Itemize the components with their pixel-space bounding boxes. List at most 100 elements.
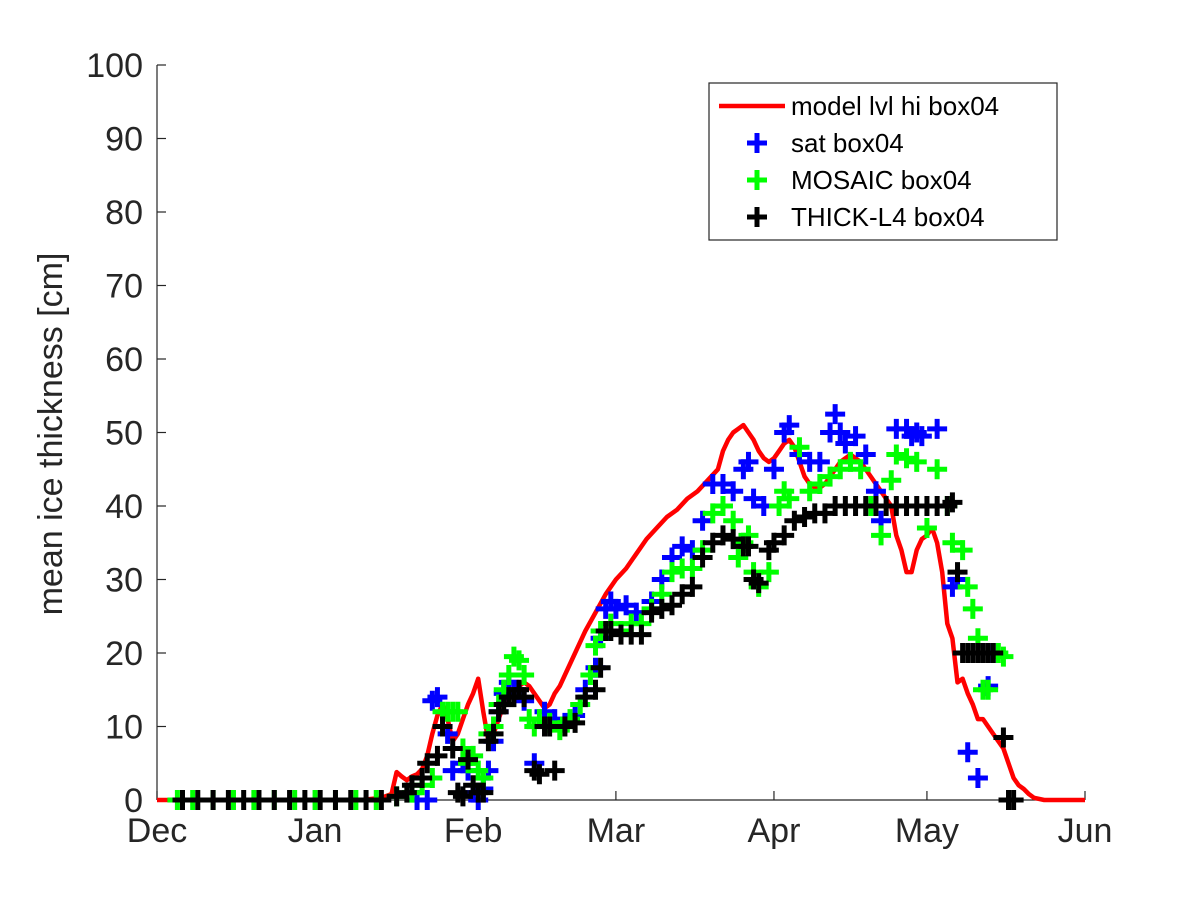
data-point — [830, 459, 851, 480]
y-tick-label: 80 — [105, 194, 143, 232]
data-point — [458, 749, 479, 770]
data-point — [712, 473, 733, 494]
data-point — [631, 624, 652, 645]
data-point — [509, 650, 530, 671]
data-point — [682, 576, 703, 597]
data-point — [967, 767, 988, 788]
x-tick-label: Apr — [748, 812, 801, 850]
data-point — [682, 558, 703, 579]
series-model-lvl-hi-box04 — [157, 422, 1085, 803]
data-point — [738, 451, 759, 472]
data-point — [514, 687, 535, 708]
data-point — [911, 426, 932, 447]
data-point — [845, 426, 866, 447]
data-point — [978, 679, 999, 700]
x-tick-label: Jan — [288, 812, 343, 850]
legend-swatch — [747, 133, 767, 153]
data-point — [661, 595, 682, 616]
data-point — [483, 723, 504, 744]
x-tick-label: Jun — [1058, 812, 1113, 850]
legend-label: sat box04 — [791, 128, 904, 158]
data-point — [840, 451, 861, 472]
legend-label: model lvl hi box04 — [791, 91, 999, 121]
legend-swatch — [747, 170, 767, 190]
data-point — [702, 532, 723, 553]
data-point — [947, 562, 968, 583]
y-tick-label: 50 — [105, 415, 143, 453]
data-point — [417, 790, 438, 810]
data-point — [957, 576, 978, 597]
data-point — [544, 760, 565, 781]
data-point — [906, 451, 927, 472]
y-tick-label: 20 — [105, 635, 143, 673]
x-tick-label: Mar — [587, 812, 646, 850]
data-point — [672, 584, 693, 605]
data-point — [952, 540, 973, 561]
data-point — [585, 679, 606, 700]
data-point — [712, 525, 733, 546]
data-point — [763, 459, 784, 480]
data-point — [779, 415, 800, 436]
data-point — [942, 532, 963, 553]
data-point — [850, 459, 871, 480]
data-point — [575, 687, 596, 708]
data-point — [886, 444, 907, 465]
data-point — [442, 738, 463, 759]
data-point — [962, 598, 983, 619]
data-point — [774, 525, 795, 546]
y-axis-label: mean ice thickness [cm] — [32, 253, 70, 616]
y-tick-label: 30 — [105, 562, 143, 600]
data-point — [993, 727, 1014, 748]
data-point — [600, 620, 621, 641]
data-point — [738, 536, 759, 557]
data-point — [641, 602, 662, 623]
y-tick-label: 100 — [86, 47, 143, 85]
data-point — [957, 742, 978, 763]
series-layer — [157, 404, 1085, 810]
data-point — [942, 492, 963, 513]
y-axis: 0 10 20 30 40 50 60 70 80 90 100 — [86, 47, 166, 820]
data-point — [412, 767, 433, 788]
data-point — [723, 510, 744, 531]
data-point — [692, 547, 713, 568]
data-point — [590, 657, 611, 678]
x-tick-label: Feb — [444, 812, 503, 850]
data-point — [672, 536, 693, 557]
data-point — [830, 422, 851, 443]
data-point — [401, 775, 422, 796]
data-point — [728, 547, 749, 568]
data-point — [371, 790, 392, 810]
data-point — [723, 481, 744, 502]
data-point — [514, 665, 535, 686]
data-point — [452, 786, 473, 807]
data-point — [432, 716, 453, 737]
data-point — [769, 496, 790, 516]
y-tick-label: 70 — [105, 268, 143, 306]
y-tick-label: 90 — [105, 121, 143, 159]
data-point — [763, 532, 784, 553]
data-point — [871, 525, 892, 546]
data-point — [814, 503, 835, 524]
legend: model lvl hi box04 sat box04 MOSAIC box04 T… — [708, 82, 1058, 241]
data-point — [580, 665, 601, 686]
data-point — [835, 433, 856, 454]
data-point — [565, 712, 586, 733]
data-point — [993, 646, 1014, 667]
data-point — [692, 510, 713, 531]
data-point — [386, 786, 407, 807]
legend-swatch — [747, 207, 767, 227]
data-point — [855, 444, 876, 465]
data-point — [616, 595, 637, 616]
series-thick-l4-box04 — [172, 492, 1024, 810]
data-point — [794, 507, 815, 528]
data-point — [661, 562, 682, 583]
x-axis: Dec Jan Feb Mar Apr May Jun — [127, 791, 1113, 850]
data-point — [529, 764, 550, 785]
data-point — [809, 451, 830, 472]
data-point — [820, 466, 841, 487]
y-tick-label: 10 — [105, 709, 143, 747]
x-tick-label: May — [895, 812, 959, 850]
data-point — [809, 473, 830, 494]
data-point — [896, 448, 917, 469]
